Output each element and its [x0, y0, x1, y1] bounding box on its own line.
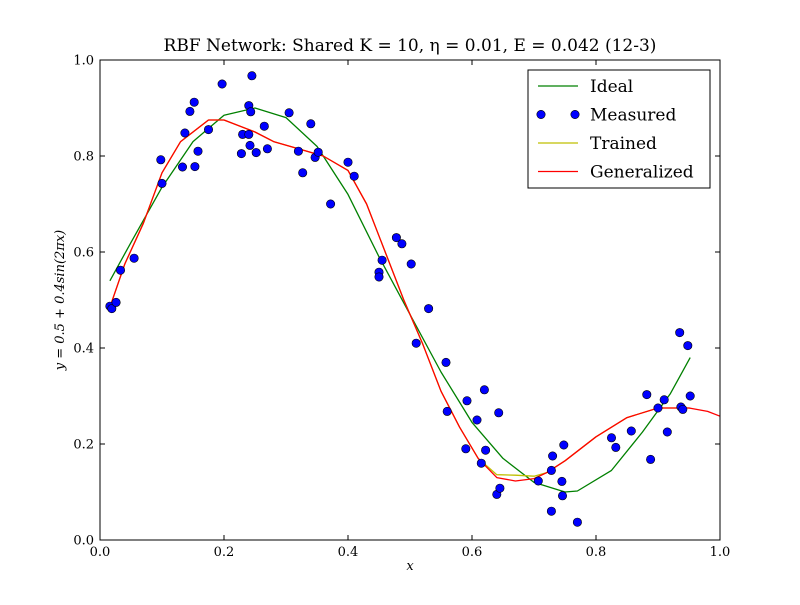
measured-point: [675, 328, 685, 338]
x-tick-label: 0.0: [90, 545, 111, 560]
measured-point: [626, 426, 636, 436]
measured-point: [678, 404, 688, 414]
measured-point: [180, 128, 190, 138]
measured-point: [245, 140, 255, 150]
measured-point: [157, 178, 167, 188]
y-tick-label: 0.8: [73, 150, 94, 165]
measured-point: [479, 385, 489, 395]
measured-point: [190, 162, 200, 172]
measured-point: [284, 108, 294, 118]
legend-label-measured: Measured: [590, 106, 676, 126]
axis-ticks: 0.0 0.2 0.4 0.6 0.8 1.0 0.0 0.2 0.4 0.6 0.8 1.0: [73, 54, 730, 561]
measured-point: [298, 168, 308, 178]
legend-label-ideal: Ideal: [590, 77, 633, 97]
measured-point: [204, 125, 214, 135]
measured-point: [377, 255, 387, 265]
measured-point: [391, 233, 401, 243]
measured-point: [217, 79, 227, 89]
legend-box: [527, 69, 711, 189]
measured-point: [472, 415, 482, 425]
measured-point: [533, 476, 543, 486]
x-tick-label: 0.6: [462, 545, 483, 560]
measured-point: [557, 491, 567, 501]
measured-point: [441, 357, 451, 367]
x-axis-label: x: [406, 559, 414, 574]
measured-point: [611, 442, 621, 452]
measured-point: [306, 119, 316, 129]
measured-point: [546, 465, 556, 475]
measured-point: [178, 162, 188, 172]
measured-point: [495, 483, 505, 493]
x-tick-label: 0.8: [586, 545, 607, 560]
y-tick-label: 0.0: [73, 534, 94, 549]
measured-point: [653, 403, 663, 413]
series-line-generalized: [109, 119, 721, 482]
measured-point: [546, 506, 556, 516]
measured-point: [185, 106, 195, 116]
measured-point: [189, 97, 199, 107]
measured-point: [476, 458, 486, 468]
legend-label-generalized: Generalized: [590, 163, 694, 183]
x-tick-label: 0.4: [338, 545, 359, 560]
measured-point: [659, 395, 669, 405]
legend-swatch-measured: [570, 110, 580, 120]
measured-point: [129, 253, 139, 263]
y-axis-label: y = 0.5 + 0.4sin(2πx): [53, 230, 68, 372]
measured-point: [326, 199, 336, 209]
measured-point: [411, 338, 421, 348]
measured-point: [572, 517, 582, 527]
x-tick-label: 1.0: [710, 545, 731, 560]
measured-point: [557, 476, 567, 486]
measured-point: [349, 171, 359, 181]
measured-point: [494, 408, 504, 418]
measured-point: [116, 265, 126, 275]
measured-point: [293, 146, 303, 156]
measured-point: [442, 406, 452, 416]
measured-point: [259, 121, 269, 131]
measured-point: [244, 129, 254, 139]
measured-point: [107, 304, 117, 314]
y-tick-label: 1.0: [73, 54, 94, 69]
chart-title: RBF Network: Shared K = 10, η = 0.01, E …: [164, 36, 657, 56]
measured-point: [262, 144, 272, 154]
measured-point: [111, 297, 121, 307]
measured-point: [247, 71, 257, 81]
plot-area: [105, 71, 721, 527]
y-tick-label: 0.2: [73, 438, 94, 453]
measured-point: [642, 390, 652, 400]
measured-point: [685, 391, 695, 401]
measured-point: [236, 149, 246, 159]
measured-point: [406, 259, 416, 269]
y-tick-label: 0.6: [73, 246, 94, 261]
measured-point: [313, 147, 323, 157]
measured-point: [662, 427, 672, 437]
measured-point: [548, 451, 558, 461]
measured-point: [683, 341, 693, 351]
measured-point: [462, 396, 472, 406]
legend-label-trained: Trained: [590, 134, 657, 154]
x-tick-label: 0.2: [214, 545, 235, 560]
legend-swatch-measured: [536, 110, 546, 120]
measured-point: [246, 107, 256, 117]
measured-point: [481, 445, 491, 455]
measured-point: [343, 157, 353, 167]
measured-point: [424, 304, 434, 314]
measured-point: [156, 155, 166, 165]
measured-point: [646, 454, 656, 464]
y-tick-label: 0.4: [73, 342, 94, 357]
measured-point: [397, 239, 407, 249]
measured-point: [251, 148, 261, 158]
measured-point: [559, 440, 569, 450]
legend: Ideal Measured Trained Generalized: [527, 69, 711, 189]
measured-point: [374, 272, 384, 282]
plot-frame: [99, 59, 721, 541]
measured-point: [606, 433, 616, 443]
measured-point: [193, 146, 203, 156]
measured-point: [461, 444, 471, 454]
